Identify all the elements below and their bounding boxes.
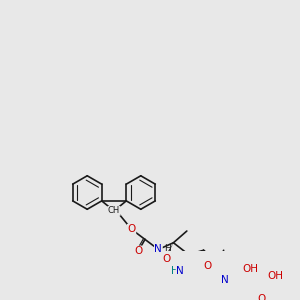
Text: O: O [134,246,142,256]
Text: O: O [204,261,212,271]
Polygon shape [163,243,173,259]
Text: O: O [257,294,266,300]
Text: CH: CH [108,206,120,215]
Text: H: H [171,266,179,276]
Polygon shape [240,281,258,287]
Text: O: O [163,254,171,265]
Text: H: H [164,244,171,253]
Text: O: O [128,224,136,234]
Text: OH: OH [268,271,284,281]
Text: N: N [221,275,229,285]
Text: OH: OH [242,264,258,274]
Text: N: N [176,266,184,276]
Text: N: N [154,244,162,254]
